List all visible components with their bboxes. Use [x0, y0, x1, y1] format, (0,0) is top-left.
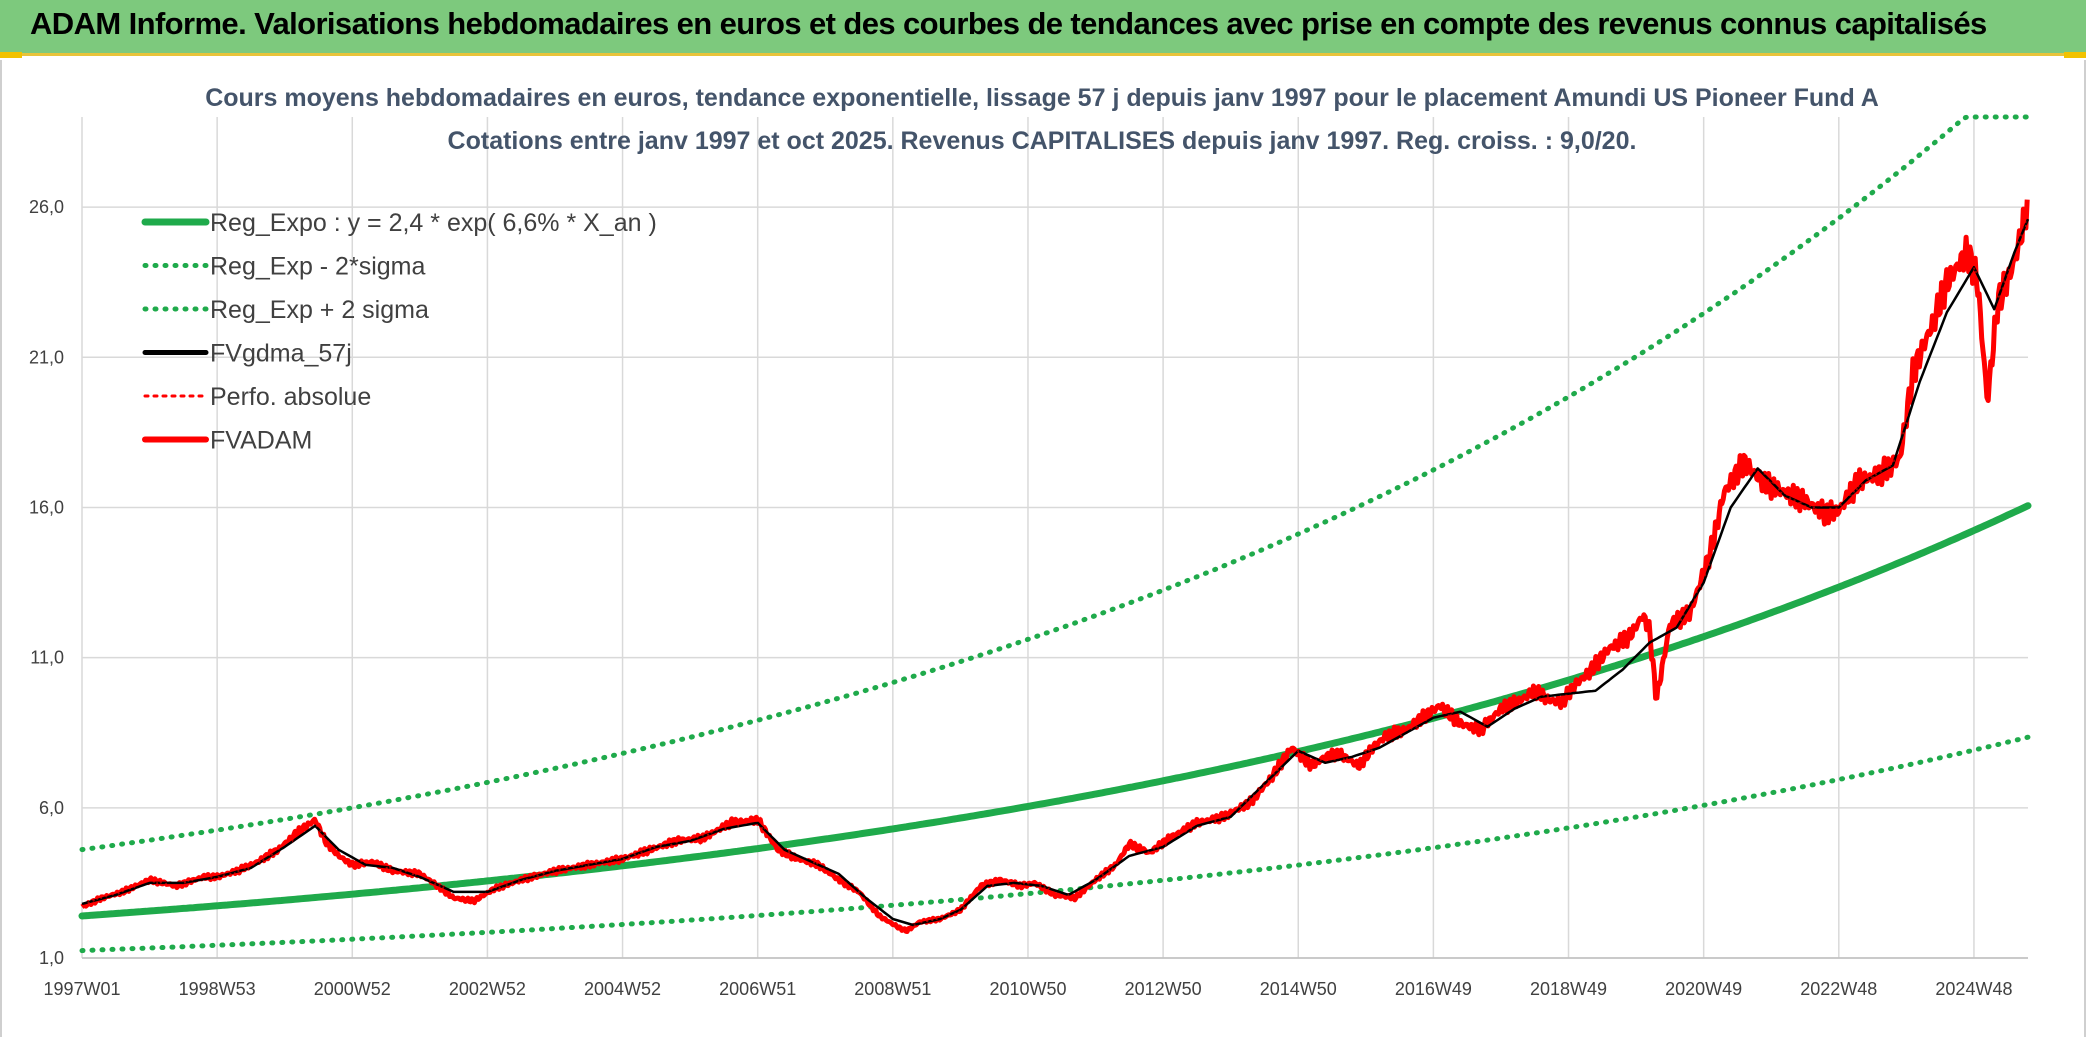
legend-label: Reg_Expo : y = 2,4 * exp( 6,6% * X_an ) — [210, 209, 657, 237]
chart-title: Cours moyens hebdomadaires en euros, ten… — [205, 84, 1879, 112]
x-tick-label: 2020W49 — [1665, 979, 1742, 999]
axis-layer: 1,0 6,0 11,0 16,0 21,0 26,0 1997W01 1998W53 2000… — [29, 197, 2028, 999]
x-tick-label: 2010W50 — [989, 979, 1066, 999]
y-tick-label: 26,0 — [29, 197, 64, 217]
legend-label: Perfo. absolue — [210, 383, 371, 411]
x-tick-label: 2000W52 — [314, 979, 391, 999]
x-tick-label: 2004W52 — [584, 979, 661, 999]
y-tick-label: 21,0 — [29, 347, 64, 367]
x-tick-label: 2008W51 — [854, 979, 931, 999]
corner-mark-right — [2064, 52, 2086, 58]
x-tick-label: 2016W49 — [1395, 979, 1472, 999]
series-perfo-absolue — [81, 199, 2029, 933]
x-tick-label: 2012W50 — [1125, 979, 1202, 999]
series-layer — [78, 114, 2032, 954]
legend-label: FVADAM — [210, 427, 312, 455]
x-tick-label: 2002W52 — [449, 979, 526, 999]
x-tick-label: 2018W49 — [1530, 979, 1607, 999]
grid-layer — [81, 117, 2028, 959]
chart-subtitle: Cotations entre janv 1997 et oct 2025. R… — [448, 127, 1637, 155]
series-reg-exp-plus-2sigma — [79, 114, 2031, 853]
banner-title: ADAM Informe. Valorisations hebdomadaire… — [30, 6, 1987, 41]
series-reg-expo — [78, 502, 2032, 920]
chart-area: 1,0 6,0 11,0 16,0 21,0 26,0 1997W01 1998W53 2000… — [0, 60, 2086, 1037]
legend-label: FVgdma_57j — [210, 340, 352, 368]
y-tick-label: 1,0 — [39, 948, 64, 968]
y-tick-label: 6,0 — [39, 798, 64, 818]
legend-label: Reg_Exp - 2*sigma — [210, 253, 425, 281]
chart-svg: 1,0 6,0 11,0 16,0 21,0 26,0 1997W01 1998W53 2000… — [29, 84, 2032, 999]
corner-mark-left — [0, 52, 22, 58]
x-tick-label: 2024W48 — [1935, 979, 2012, 999]
x-tick-label: 2014W50 — [1260, 979, 1337, 999]
y-tick-label: 16,0 — [29, 497, 64, 517]
x-tick-label: 2022W48 — [1800, 979, 1877, 999]
banner: ADAM Informe. Valorisations hebdomadaire… — [0, 0, 2086, 56]
y-tick-label: 11,0 — [30, 648, 64, 668]
x-tick-label: 1997W01 — [43, 979, 120, 999]
legend: Reg_Expo : y = 2,4 * exp( 6,6% * X_an ) R… — [141, 209, 657, 455]
series-reg-exp-minus-2sigma — [79, 734, 2031, 954]
x-tick-label: 2006W51 — [719, 979, 796, 999]
x-tick-label: 1998W53 — [179, 979, 256, 999]
legend-label: Reg_Exp + 2 sigma — [210, 296, 429, 324]
series-fvgdma-57j — [81, 218, 2030, 927]
